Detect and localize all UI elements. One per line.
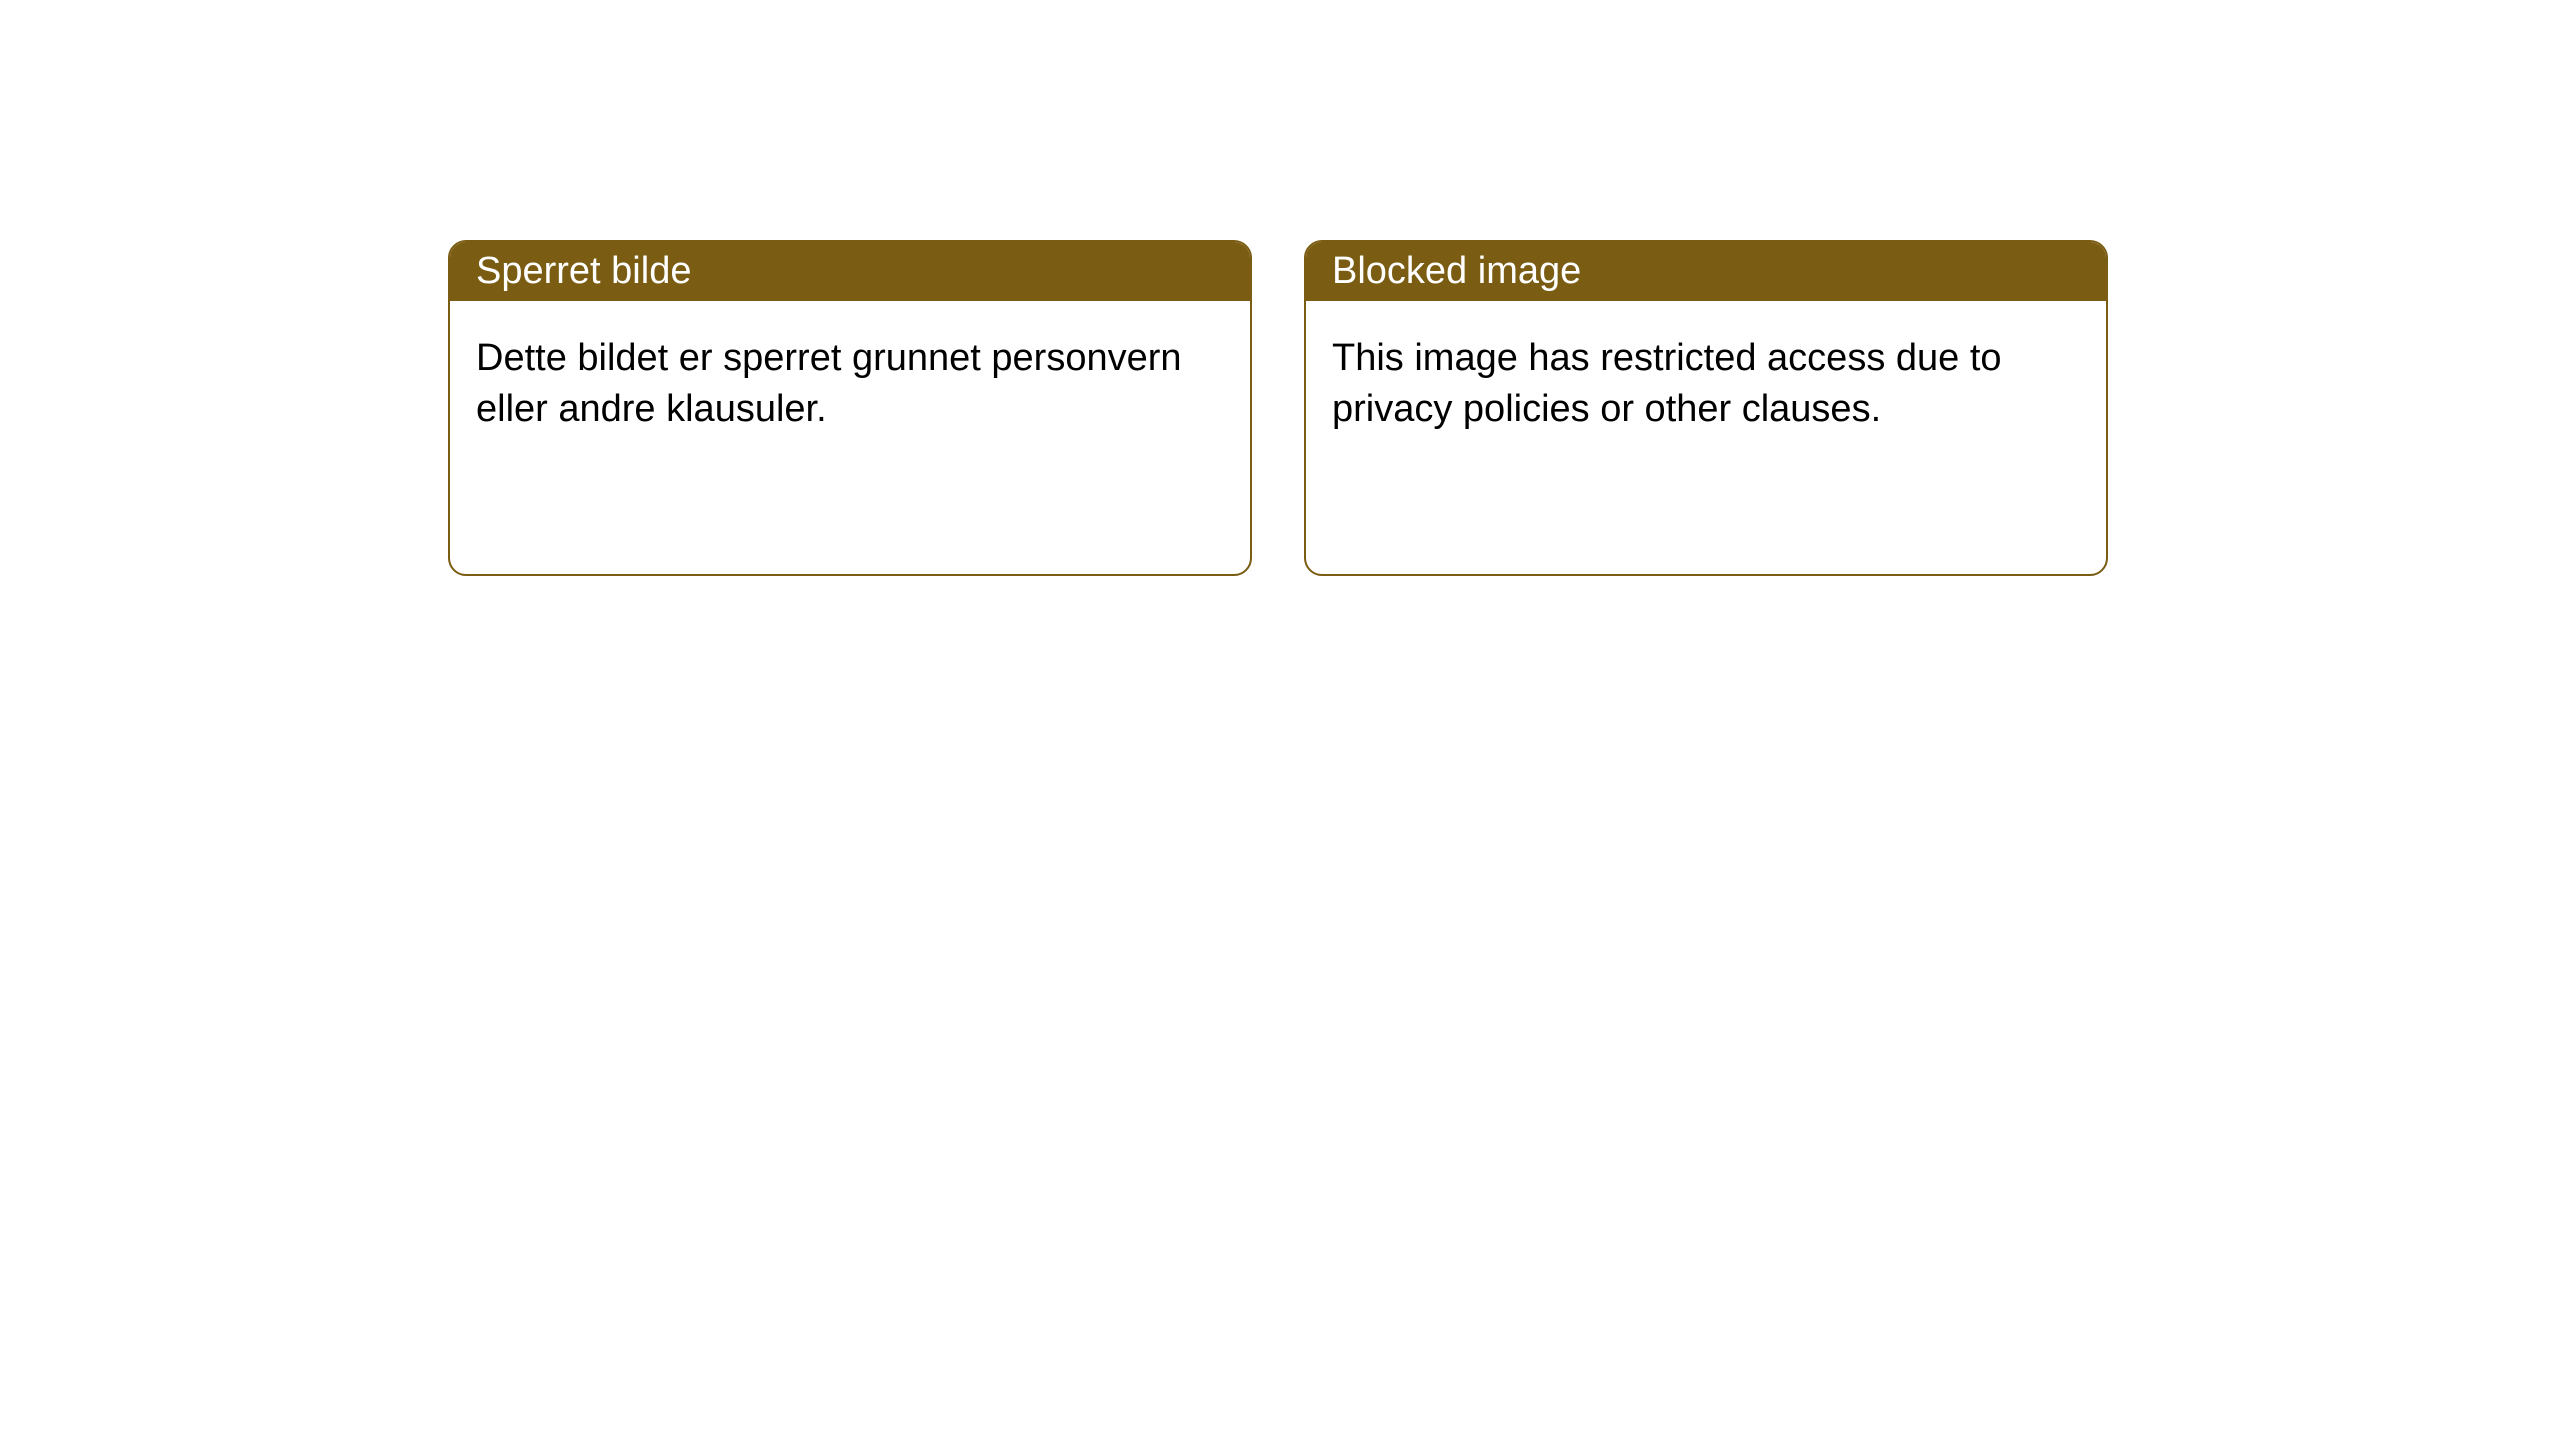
notice-header: Blocked image (1306, 242, 2106, 301)
notice-header: Sperret bilde (450, 242, 1250, 301)
notice-container: Sperret bilde Dette bildet er sperret gr… (0, 0, 2560, 576)
notice-card-norwegian: Sperret bilde Dette bildet er sperret gr… (448, 240, 1252, 576)
notice-body: Dette bildet er sperret grunnet personve… (450, 301, 1250, 468)
notice-title: Sperret bilde (476, 250, 691, 292)
notice-card-english: Blocked image This image has restricted … (1304, 240, 2108, 576)
notice-body: This image has restricted access due to … (1306, 301, 2106, 468)
notice-body-text: This image has restricted access due to … (1332, 337, 2002, 430)
notice-body-text: Dette bildet er sperret grunnet personve… (476, 337, 1182, 430)
notice-title: Blocked image (1332, 250, 1581, 292)
